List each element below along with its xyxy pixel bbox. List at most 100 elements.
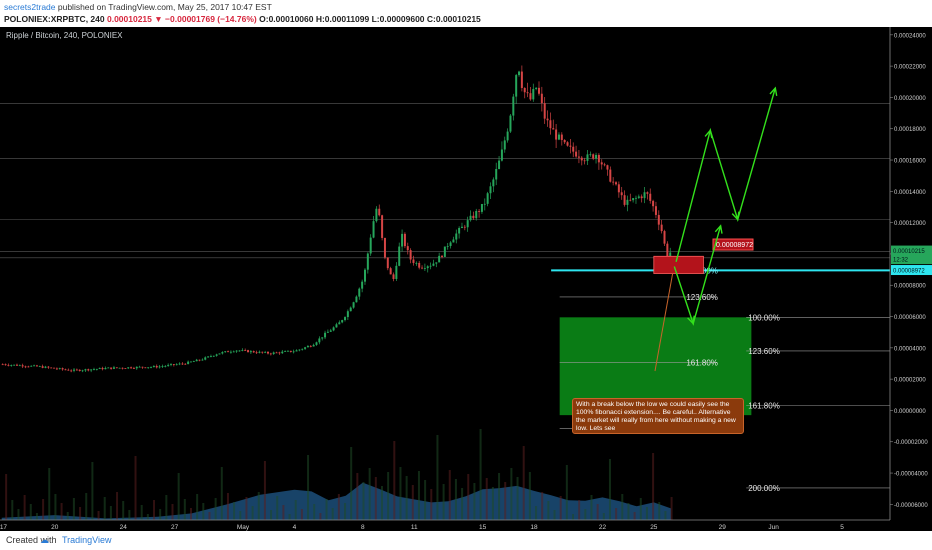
- candle-body: [523, 87, 526, 93]
- candle-body: [549, 120, 552, 129]
- candle-body: [33, 365, 36, 367]
- created-with-label: Created with: [6, 535, 57, 545]
- candle-body: [426, 266, 429, 269]
- candle-body: [258, 351, 261, 353]
- candle-body: [7, 364, 10, 366]
- candle-body: [232, 351, 235, 353]
- candle-body: [381, 215, 384, 238]
- candle-body: [455, 233, 458, 240]
- candle-body: [615, 182, 618, 185]
- candle-body: [349, 307, 352, 312]
- time-tick-label: 17: [0, 524, 7, 531]
- volume-bar: [596, 504, 599, 520]
- volume-bar: [399, 467, 402, 520]
- candle-body: [158, 366, 161, 368]
- candle-body: [472, 215, 475, 219]
- candle-body: [563, 139, 566, 143]
- candle-body: [466, 220, 469, 228]
- volume-bar: [103, 497, 106, 520]
- candle-body: [81, 370, 84, 372]
- candle-body: [512, 96, 515, 116]
- candle-body: [184, 363, 187, 365]
- candle-body: [318, 338, 321, 343]
- publication-header: secrets2trade published on TradingView.c…: [0, 0, 932, 27]
- candle-body: [586, 154, 589, 161]
- candle-body: [398, 246, 401, 266]
- time-tick-label: 27: [171, 524, 179, 531]
- candle-body: [298, 349, 301, 351]
- projection-arrow-up-head: [704, 128, 713, 139]
- candle-body: [150, 366, 153, 368]
- tradingview-link[interactable]: TradingView: [62, 535, 112, 545]
- volume-bar: [522, 446, 525, 520]
- candle-body: [669, 252, 672, 257]
- projection-arrow-up: [675, 87, 776, 262]
- volume-bar: [319, 513, 322, 520]
- volume-bar: [393, 441, 396, 520]
- candle-body: [435, 262, 438, 264]
- candle-body: [304, 347, 307, 349]
- volume-bar: [504, 482, 507, 520]
- volume-bar: [621, 494, 624, 520]
- price-chart[interactable]: 100.00%123.60%161.80%200.00%100.00%123.6…: [0, 27, 932, 531]
- volume-bar: [547, 501, 550, 520]
- candle-body: [167, 364, 170, 366]
- candle-body: [509, 115, 512, 132]
- author-link[interactable]: secrets2trade: [4, 2, 56, 12]
- candle-body: [61, 368, 64, 370]
- candle-body: [506, 131, 509, 141]
- candle-body: [229, 351, 232, 353]
- candle-body: [603, 164, 606, 166]
- candle-body: [141, 366, 144, 368]
- candle-body: [121, 367, 124, 369]
- candle-body: [363, 269, 366, 282]
- candle-body: [552, 128, 555, 130]
- candle-body: [306, 346, 309, 348]
- candle-body: [155, 365, 158, 368]
- candle-body: [47, 366, 50, 368]
- volume-bar: [91, 462, 94, 520]
- candle-body: [267, 351, 269, 354]
- volume-bar: [79, 507, 82, 520]
- candle-body: [144, 367, 147, 369]
- candle-body: [315, 342, 318, 345]
- price-tick-label: -0.00006000: [894, 503, 928, 509]
- candle-body: [495, 168, 498, 180]
- candle-body: [389, 268, 392, 275]
- volume-bar: [42, 499, 45, 520]
- volume-bar: [535, 506, 538, 520]
- price-tick-label: 0.00018000: [894, 127, 926, 133]
- candle-body: [366, 253, 369, 270]
- chart-area[interactable]: 100.00%123.60%161.80%200.00%100.00%123.6…: [0, 27, 932, 531]
- price-tick-label: 0.00000000: [894, 409, 926, 415]
- candle-body: [429, 265, 432, 267]
- volume-bar: [633, 512, 636, 520]
- volume-bar: [11, 500, 14, 520]
- candle-body: [124, 368, 127, 370]
- candle-body: [543, 103, 546, 119]
- candle-body: [443, 246, 446, 257]
- candle-body: [341, 320, 344, 323]
- candle-body: [78, 369, 81, 371]
- annotation-box[interactable]: With a break below the low we could easi…: [572, 398, 744, 434]
- candle-body: [634, 197, 637, 199]
- fib-label-right: 100.00%: [748, 313, 780, 322]
- candle-body: [500, 149, 503, 161]
- candle-body: [652, 200, 655, 207]
- candle-body: [660, 224, 663, 232]
- candle-body: [600, 162, 603, 165]
- price-tick-label: 0.00022000: [894, 65, 926, 71]
- time-tick-label: 25: [650, 524, 658, 531]
- time-tick-label: 15: [479, 524, 487, 531]
- candle-body: [458, 228, 461, 234]
- candle-body: [67, 369, 70, 371]
- candle-body: [175, 364, 178, 366]
- candle-body: [463, 226, 466, 228]
- candle-body: [21, 365, 24, 367]
- volume-bar: [639, 498, 642, 520]
- candle-body: [358, 288, 361, 297]
- candle-body: [301, 348, 304, 350]
- candle-body: [101, 367, 104, 370]
- candle-body: [18, 365, 21, 367]
- candle-body: [449, 242, 452, 246]
